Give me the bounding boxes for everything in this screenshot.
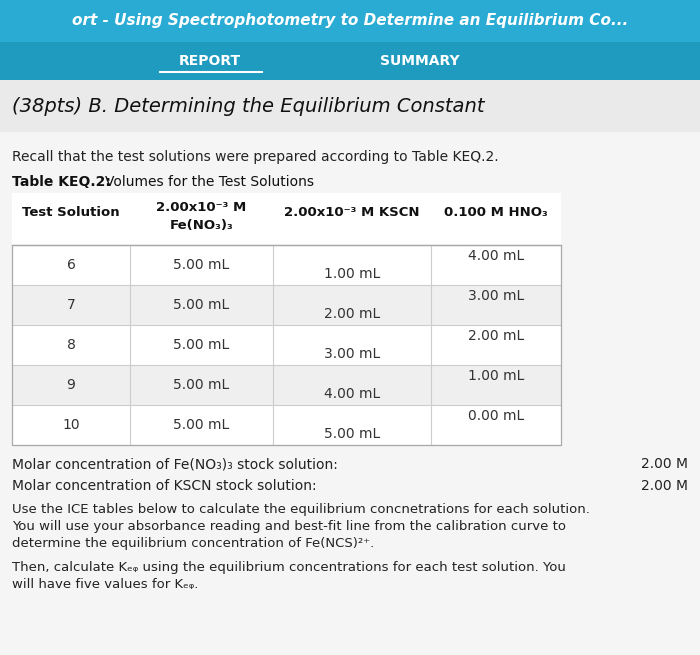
Text: Use the ICE tables below to calculate the equilibrium concnetrations for each so: Use the ICE tables below to calculate th… xyxy=(12,503,590,516)
Text: Molar concentration of Fe(NO₃)₃ stock solution:: Molar concentration of Fe(NO₃)₃ stock so… xyxy=(12,457,338,471)
Bar xyxy=(0,80,700,132)
Bar xyxy=(12,365,561,405)
Text: 2.00 mL: 2.00 mL xyxy=(468,329,524,343)
Bar xyxy=(12,325,561,365)
Text: Volumes for the Test Solutions: Volumes for the Test Solutions xyxy=(105,175,314,189)
Text: 5.00 mL: 5.00 mL xyxy=(324,427,380,441)
Text: 2.00 mL: 2.00 mL xyxy=(324,307,380,321)
Bar xyxy=(12,245,561,285)
Text: Recall that the test solutions were prepared according to Table KEQ.2.: Recall that the test solutions were prep… xyxy=(12,150,498,164)
Text: 7: 7 xyxy=(66,298,76,312)
Text: determine the equilibrium concentration of Fe(NCS)²⁺.: determine the equilibrium concentration … xyxy=(12,537,374,550)
Text: 4.00 mL: 4.00 mL xyxy=(468,249,524,263)
Text: 5.00 mL: 5.00 mL xyxy=(174,258,230,272)
Text: 5.00 mL: 5.00 mL xyxy=(174,418,230,432)
Text: Fe(NO₃)₃: Fe(NO₃)₃ xyxy=(169,219,233,232)
Text: 8: 8 xyxy=(66,338,76,352)
Text: will have five values for Kₑᵩ.: will have five values for Kₑᵩ. xyxy=(12,578,198,591)
Text: 5.00 mL: 5.00 mL xyxy=(174,378,230,392)
Text: 0.00 mL: 0.00 mL xyxy=(468,409,524,423)
Text: Molar concentration of KSCN stock solution:: Molar concentration of KSCN stock soluti… xyxy=(12,479,316,493)
Text: 5.00 mL: 5.00 mL xyxy=(174,298,230,312)
Text: REPORT: REPORT xyxy=(179,54,241,68)
Bar xyxy=(12,245,561,445)
Text: 4.00 mL: 4.00 mL xyxy=(324,387,380,401)
Text: 2.00 M: 2.00 M xyxy=(641,479,688,493)
Text: 2.00x10⁻³ M KSCN: 2.00x10⁻³ M KSCN xyxy=(284,206,420,219)
Bar xyxy=(0,132,700,655)
Text: Then, calculate Kₑᵩ using the equilibrium concentrations for each test solution.: Then, calculate Kₑᵩ using the equilibriu… xyxy=(12,561,566,574)
Bar xyxy=(0,42,700,80)
Text: (38pts) B. Determining the Equilibrium Constant: (38pts) B. Determining the Equilibrium C… xyxy=(12,96,484,115)
Text: ort - Using Spectrophotometry to Determine an Equilibrium Co...: ort - Using Spectrophotometry to Determi… xyxy=(72,14,628,29)
Text: Test Solution: Test Solution xyxy=(22,206,120,219)
Bar xyxy=(12,405,561,445)
Text: 3.00 mL: 3.00 mL xyxy=(324,346,380,361)
Text: 0.100 M HNO₃: 0.100 M HNO₃ xyxy=(444,206,548,219)
Bar xyxy=(0,0,700,42)
Text: 2.00x10⁻³ M: 2.00x10⁻³ M xyxy=(156,201,246,214)
Text: 1.00 mL: 1.00 mL xyxy=(324,267,380,281)
Text: 5.00 mL: 5.00 mL xyxy=(174,338,230,352)
Text: 6: 6 xyxy=(66,258,76,272)
Text: 1.00 mL: 1.00 mL xyxy=(468,369,524,383)
Bar xyxy=(12,285,561,325)
Text: 3.00 mL: 3.00 mL xyxy=(468,290,524,303)
Text: 10: 10 xyxy=(62,418,80,432)
Text: 9: 9 xyxy=(66,378,76,392)
Text: You will use your absorbance reading and best-fit line from the calibration curv: You will use your absorbance reading and… xyxy=(12,520,566,533)
Text: 2.00 M: 2.00 M xyxy=(641,457,688,471)
Text: Table KEQ.2:: Table KEQ.2: xyxy=(12,175,111,189)
Text: SUMMARY: SUMMARY xyxy=(380,54,460,68)
Bar xyxy=(12,193,561,445)
